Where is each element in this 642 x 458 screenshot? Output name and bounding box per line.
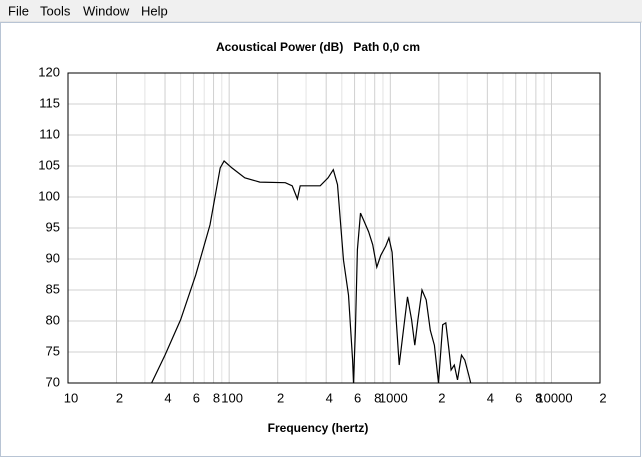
x-tick-label: 2 [277, 390, 284, 405]
y-tick-label: 100 [38, 188, 60, 203]
y-tick-label: 80 [46, 312, 60, 327]
x-tick-label: 4 [326, 390, 333, 405]
y-tick-label: 70 [46, 374, 60, 389]
menu-item[interactable]: Help [141, 3, 168, 18]
x-tick-label: 100 [221, 390, 243, 405]
x-tick-label: 8 [374, 390, 381, 405]
x-tick-label: 6 [515, 390, 522, 405]
y-tick-label: 95 [46, 219, 60, 234]
y-tick-label: 115 [39, 95, 60, 110]
x-tick-label: 1000 [379, 390, 408, 405]
y-tick-label: 75 [46, 343, 60, 358]
menu-bar [0, 0, 642, 22]
x-tick-label: 10000 [536, 390, 572, 405]
x-tick-label: 2 [599, 390, 606, 405]
x-tick-label: 6 [354, 390, 361, 405]
x-tick-label: 6 [193, 390, 200, 405]
data-line [151, 160, 472, 384]
x-tick-label: 2 [116, 390, 123, 405]
y-tick-label: 85 [46, 281, 60, 296]
x-tick-label: 4 [164, 390, 171, 405]
x-tick-label: 2 [438, 390, 445, 405]
y-tick-label: 120 [38, 64, 60, 79]
menu-item[interactable]: File [8, 3, 29, 18]
menu-item[interactable]: Window [83, 3, 130, 18]
x-axis-label: Frequency (hertz) [268, 421, 369, 435]
y-tick-label: 90 [46, 250, 60, 265]
x-tick-label: 4 [487, 390, 494, 405]
x-tick-label: 8 [213, 390, 220, 405]
y-tick-label: 110 [39, 126, 60, 141]
x-tick-label: 8 [535, 390, 542, 405]
plot-border [67, 72, 601, 384]
menu-item[interactable]: Tools [40, 3, 71, 18]
x-tick-label: 10 [64, 390, 78, 405]
chart-title: Acoustical Power (dB) Path 0,0 cm [216, 40, 420, 54]
y-tick-label: 105 [38, 157, 60, 172]
